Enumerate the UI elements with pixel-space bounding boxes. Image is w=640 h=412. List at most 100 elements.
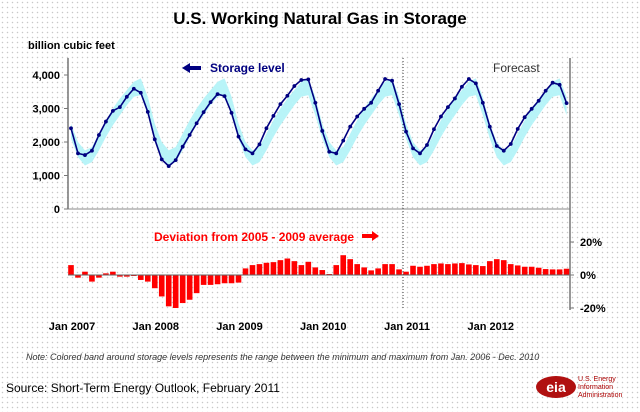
- y-tick-label: 4,000: [32, 70, 60, 82]
- y-tick-label: 1,000: [32, 171, 60, 183]
- deviation-bar: [459, 263, 465, 275]
- storage-point: [459, 84, 464, 89]
- deviation-bars: [68, 255, 570, 308]
- deviation-bar: [403, 271, 409, 275]
- deviation-bar: [312, 267, 319, 275]
- storage-point: [159, 157, 164, 162]
- deviation-bar: [249, 265, 256, 275]
- deviation-bar: [396, 269, 402, 275]
- deviation-bar: [528, 266, 535, 275]
- deviation-bar: [82, 271, 88, 275]
- deviation-bar: [151, 275, 158, 289]
- deviation-bar: [473, 265, 479, 275]
- storage-point: [557, 82, 562, 87]
- deviation-bar: [305, 261, 312, 275]
- storage-line: [69, 77, 569, 169]
- deviation-bar: [207, 275, 214, 285]
- deviation-bar: [368, 270, 374, 275]
- y-tick-label: 0: [54, 204, 60, 216]
- storage-point: [355, 114, 360, 119]
- deviation-bar: [542, 269, 549, 275]
- deviation-bar: [354, 264, 360, 275]
- deviation-bar: [117, 275, 123, 277]
- storage-point: [222, 94, 227, 99]
- storage-point: [508, 142, 513, 146]
- deviation-bar: [179, 275, 186, 304]
- x-tick-label: Jan 2010: [300, 321, 346, 333]
- y2-ticks: 20% 0% -20%: [570, 237, 606, 315]
- storage-point: [418, 151, 422, 156]
- deviation-bar: [535, 267, 542, 275]
- deviation-bar: [270, 262, 277, 275]
- logo-line-2: Information: [578, 384, 613, 391]
- deviation-bar: [96, 275, 102, 278]
- range-band: [71, 78, 567, 166]
- storage-point: [564, 101, 569, 106]
- deviation-bar: [410, 265, 416, 275]
- x-ticks: Jan 2007 Jan 2008 Jan 2009 Jan 2010 Jan 2011…: [49, 321, 514, 333]
- storage-point: [515, 127, 520, 131]
- deviation-bar: [75, 275, 81, 278]
- x-tick-label: Jan 2012: [468, 321, 514, 333]
- storage-point: [278, 102, 283, 107]
- storage-point: [376, 88, 381, 93]
- deviation-bar: [277, 260, 284, 275]
- deviation-bar: [242, 268, 249, 275]
- storage-point: [473, 81, 478, 86]
- deviation-bar: [417, 266, 423, 275]
- storage-point: [117, 105, 122, 110]
- deviation-bar: [466, 264, 472, 275]
- deviation-bar: [165, 275, 172, 307]
- deviation-bar: [158, 275, 165, 297]
- deviation-bar: [361, 267, 367, 275]
- storage-point: [271, 113, 276, 118]
- deviation-bar: [214, 275, 221, 285]
- storage-point: [439, 114, 443, 119]
- storage-point: [229, 110, 234, 115]
- deviation-bar: [256, 264, 263, 275]
- storage-point: [264, 126, 269, 131]
- deviation-bar: [68, 265, 74, 275]
- deviation-bar: [186, 275, 193, 300]
- storage-point: [404, 129, 408, 134]
- storage-point: [69, 126, 73, 131]
- deviation-bar: [431, 264, 437, 275]
- deviation-bar: [193, 275, 200, 294]
- range-band-area: [71, 78, 567, 166]
- deviation-bar: [200, 275, 207, 285]
- source-text: Source: Short-Term Energy Outlook, Febru…: [6, 381, 280, 395]
- storage-point: [292, 84, 297, 88]
- y2-tick-label: 0%: [580, 270, 596, 282]
- storage-point: [327, 149, 332, 154]
- storage-point: [250, 151, 255, 156]
- storage-point: [138, 90, 143, 95]
- deviation-bar: [228, 275, 235, 284]
- storage-point: [257, 142, 262, 147]
- storage-point: [320, 129, 325, 133]
- deviation-bar: [500, 260, 507, 275]
- storage-level-label: Storage level: [210, 61, 285, 75]
- storage-point: [180, 144, 185, 149]
- storage-point: [285, 93, 290, 98]
- deviation-bar: [424, 265, 430, 275]
- deviation-bar: [235, 275, 242, 283]
- deviation-bar: [507, 264, 514, 275]
- storage-point: [299, 78, 304, 82]
- deviation-bar: [556, 269, 563, 275]
- storage-point: [348, 124, 353, 129]
- storage-point: [131, 86, 136, 91]
- storage-point: [466, 77, 471, 81]
- x-tick-label: Jan 2009: [216, 321, 262, 333]
- svg-text:eia: eia: [546, 379, 566, 395]
- storage-point: [90, 148, 94, 153]
- storage-point: [383, 77, 387, 81]
- storage-point: [536, 98, 541, 103]
- storage-point: [215, 92, 220, 96]
- y-axis-label: billion cubic feet: [28, 40, 115, 52]
- storage-point: [397, 102, 401, 107]
- deviation-label: Deviation from 2005 - 2009 average: [154, 230, 354, 244]
- x-tick-label: Jan 2007: [49, 321, 95, 333]
- deviation-bar: [340, 255, 347, 275]
- deviation-bar: [521, 266, 528, 275]
- logo-line-3: Administration: [578, 392, 622, 399]
